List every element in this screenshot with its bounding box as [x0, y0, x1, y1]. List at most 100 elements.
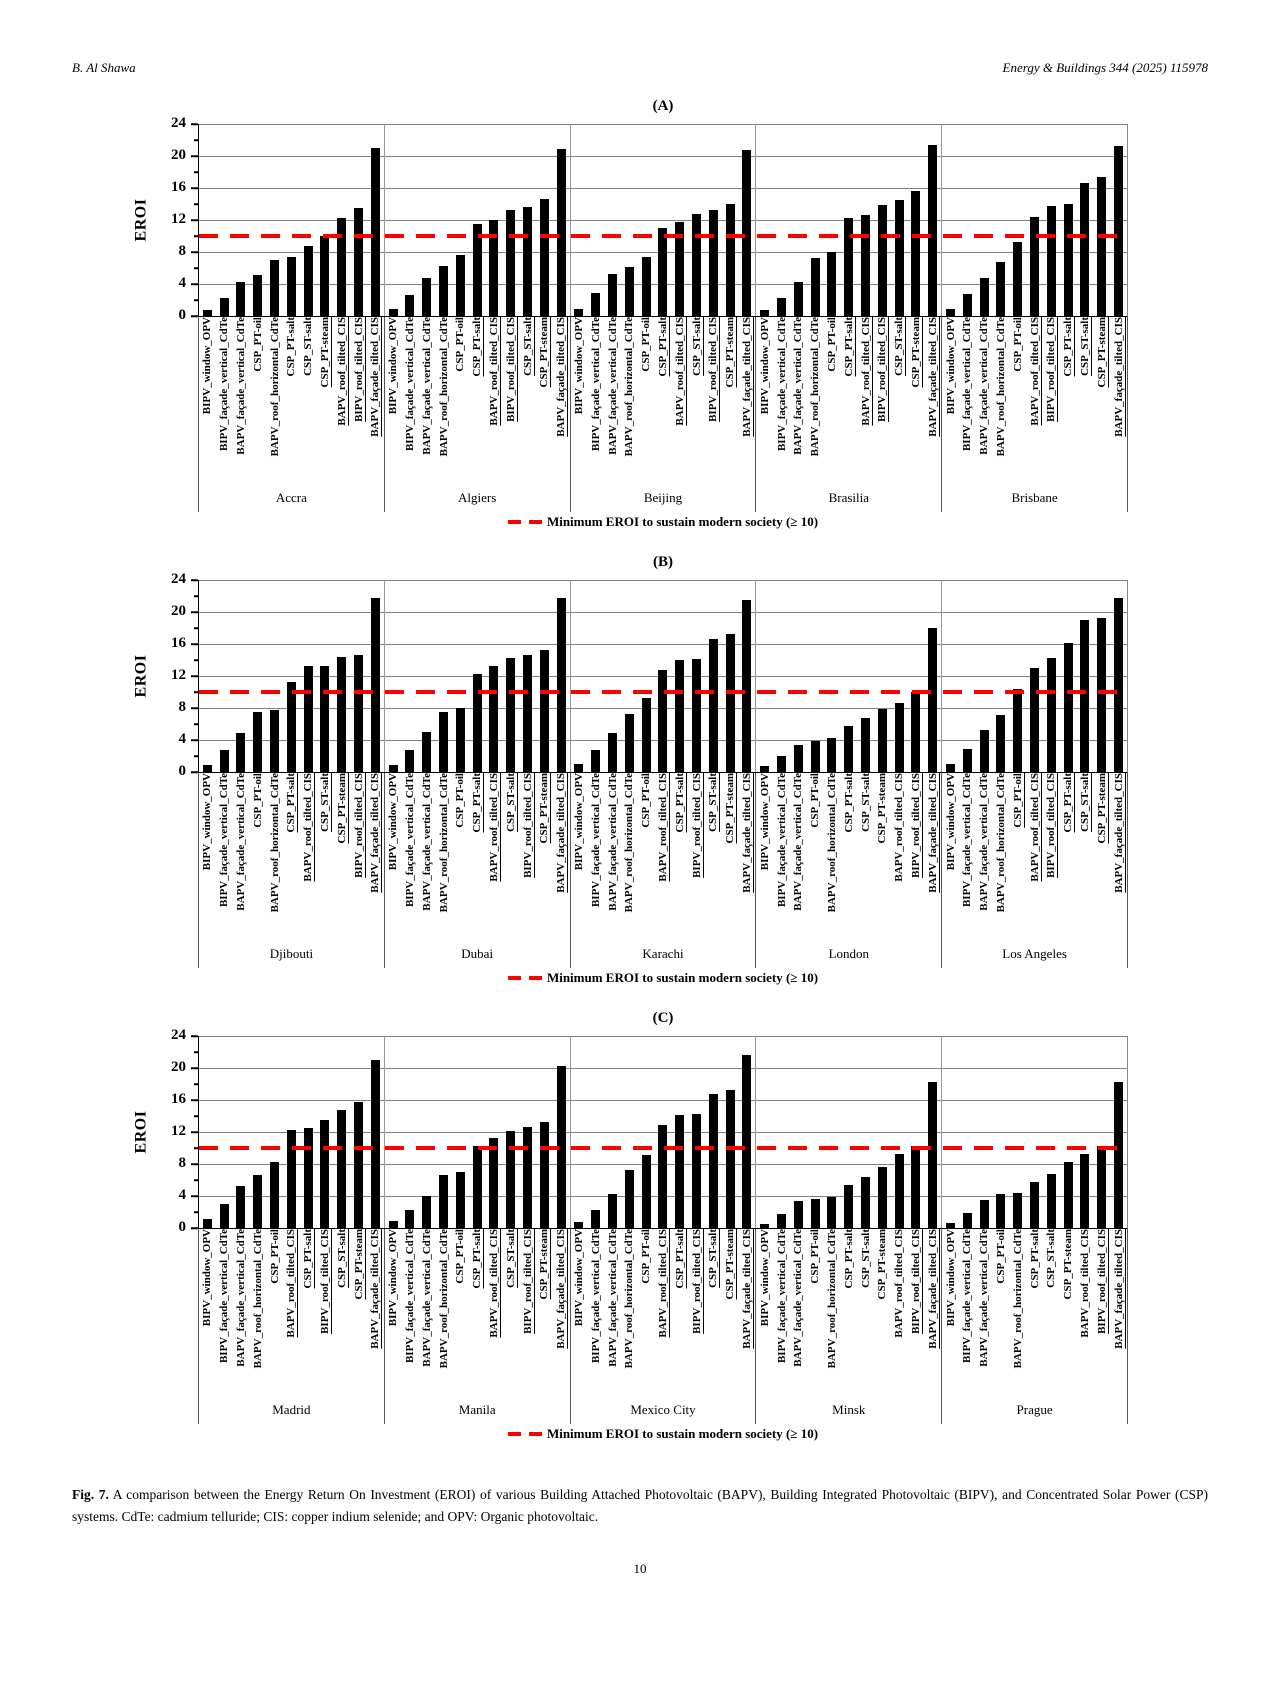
bar-CSP_PT-oil: [253, 275, 263, 316]
x-tick-label: BAPV_roof_tilted_CIS: [1078, 1229, 1091, 1338]
label-row: BIPV_window_OPV BIPV_façade_vertical_CdTe…: [199, 1229, 384, 1399]
bar-slot: [402, 1209, 419, 1228]
bar-slot: [1009, 1192, 1026, 1228]
bar-slot: [317, 665, 334, 772]
bar-slot: [959, 1212, 976, 1228]
bar-slot: [857, 1176, 874, 1228]
bar-slot: [452, 708, 469, 772]
y-tick: [194, 235, 198, 237]
x-label-cell: CSP_ST-salt: [688, 317, 705, 487]
x-tick-label: BAPV_façade_tilted_CIS: [740, 1229, 753, 1349]
y-tick-label: 4: [178, 1187, 187, 1204]
x-tick-label: BAPV_façade_tilted_CIS: [1112, 773, 1125, 893]
city-label: Accra: [275, 490, 307, 505]
x-label-cell: BAPV_roof_horizontal_CdTe: [807, 317, 824, 487]
y-tick: [194, 267, 198, 269]
bar-slot: [587, 1210, 604, 1228]
x-label-cell: BAPV_façade_tilted_CIS: [739, 317, 756, 487]
x-label-cell: BIPV_window_OPV: [385, 1229, 402, 1399]
bar-CSP_PT-steam: [877, 708, 887, 772]
bar-BAPV_façade_vertical_CdTe: [608, 1193, 618, 1228]
bar-slot: [671, 660, 688, 772]
bar-slot: [739, 149, 756, 316]
x-label-cell: BAPV_roof_horizontal_CdTe: [621, 773, 638, 943]
bar-BAPV_façade_tilted_CIS: [370, 1060, 380, 1228]
x-tick-label: CSP_PT-salt: [656, 317, 669, 377]
y-tick: [194, 1115, 198, 1117]
x-label-cell: BIPV_façade_vertical_CdTe: [216, 317, 233, 487]
bar-slot: [891, 703, 908, 772]
x-label-cell: BAPV_façade_vertical_CdTe: [604, 1229, 621, 1399]
x-label-cell: CSP_PT-salt: [840, 773, 857, 943]
x-label-cell: CSP_PT-steam: [722, 1229, 739, 1399]
bar-CSP_PT-salt: [472, 1145, 482, 1228]
x-label-cell: BIPV_roof_tilted_CIS: [874, 317, 891, 487]
gridline: [199, 1036, 1127, 1037]
bar-BIPV_façade_vertical_CdTe: [591, 749, 601, 772]
x-tick-label: BAPV_façade_tilted_CIS: [555, 1229, 568, 1349]
bar-group: [942, 124, 1127, 316]
bar-CSP_PT-salt: [1030, 1181, 1040, 1228]
bar-BAPV_roof_tilted_CIS: [489, 220, 499, 316]
bar-slot: [924, 1081, 941, 1228]
bar-CSP_PT-oil: [1013, 242, 1023, 316]
x-axis-labels: BIPV_window_OPV BIPV_façade_vertical_CdTe…: [198, 1229, 1128, 1424]
bar-CSP_PT-oil: [641, 697, 651, 772]
x-tick-label: CSP_ST-salt: [302, 317, 315, 376]
bar-slot: [976, 277, 993, 316]
bar-slot: [1110, 145, 1127, 316]
bar-BIPV_façade_vertical_CdTe: [777, 1213, 787, 1228]
label-group: BIPV_window_OPV BIPV_façade_vertical_CdTe…: [199, 317, 385, 512]
bar-group: [571, 124, 757, 316]
city-label: Djibouti: [269, 946, 314, 961]
bar-BAPV_façade_tilted_CIS: [1114, 598, 1124, 772]
x-tick-label: BAPV_roof_horizontal_CdTe: [623, 317, 636, 457]
x-label-cell: BIPV_roof_tilted_CIS: [519, 1229, 536, 1399]
x-tick-label: CSP_ST-salt: [1078, 773, 1091, 832]
bar-BIPV_window_OPV: [946, 1223, 956, 1228]
bar-slot: [333, 218, 350, 316]
x-label-cell: BIPV_façade_vertical_CdTe: [959, 773, 976, 943]
x-tick-label: CSP_PT-oil: [994, 1229, 1007, 1284]
x-label-cell: BAPV_roof_horizontal_CdTe: [621, 317, 638, 487]
city-label: Mexico City: [630, 1402, 696, 1417]
bar-BAPV_roof_tilted_CIS: [675, 221, 685, 316]
x-tick-label: BIPV_roof_tilted_CIS: [909, 773, 922, 878]
x-tick-label: BAPV_roof_tilted_CIS: [656, 1229, 669, 1338]
bar-BAPV_façade_tilted_CIS: [370, 597, 380, 772]
label-group: BIPV_window_OPV BIPV_façade_vertical_CdTe…: [571, 317, 757, 512]
x-label-cell: CSP_PT-oil: [452, 317, 469, 487]
y-tick-label: 24: [171, 571, 186, 588]
x-label-cell: BAPV_roof_horizontal_CdTe: [435, 317, 452, 487]
bar-slot: [807, 740, 824, 772]
x-tick-label: BIPV_façade_vertical_CdTe: [403, 1229, 416, 1364]
figure-caption-label: Fig. 7.: [72, 1487, 109, 1502]
bar-BAPV_roof_tilted_CIS: [1030, 668, 1040, 772]
x-label-cell: BAPV_façade_tilted_CIS: [924, 773, 941, 943]
bar-slot: [233, 1186, 250, 1228]
bar-group: [756, 580, 943, 772]
bar-slot: [773, 1213, 790, 1228]
x-label-cell: BIPV_roof_tilted_CIS: [1043, 773, 1060, 943]
bar-BAPV_roof_horizontal_CdTe: [439, 712, 449, 772]
x-tick-label: CSP_PT-oil: [809, 773, 822, 828]
x-label-cell: BAPV_roof_tilted_CIS: [1077, 1229, 1094, 1399]
x-label-cell: BAPV_roof_horizontal_CdTe: [435, 773, 452, 943]
x-label-cell: BAPV_roof_tilted_CIS: [486, 773, 503, 943]
bar-slot: [942, 1223, 959, 1228]
x-label-cell: CSP_ST-salt: [502, 773, 519, 943]
bar-CSP_PT-steam: [911, 191, 921, 316]
bar-slot: [1093, 1146, 1110, 1228]
x-tick-label: BIPV_façade_vertical_CdTe: [589, 317, 602, 452]
x-label-cell: BAPV_roof_tilted_CIS: [486, 1229, 503, 1399]
x-tick-label: CSP_ST-salt: [1045, 1229, 1058, 1288]
x-tick-label: CSP_PT-oil: [454, 1229, 467, 1284]
bar-slot: [840, 1184, 857, 1228]
bar-slot: [993, 261, 1010, 316]
bar-CSP_PT-salt: [1063, 204, 1073, 316]
bar-slot: [519, 1127, 536, 1228]
x-tick-label: CSP_PT-steam: [538, 317, 551, 388]
bar-CSP_ST-salt: [303, 245, 313, 316]
bar-slot: [638, 256, 655, 316]
bar-BAPV_roof_horizontal_CdTe: [827, 1196, 837, 1228]
